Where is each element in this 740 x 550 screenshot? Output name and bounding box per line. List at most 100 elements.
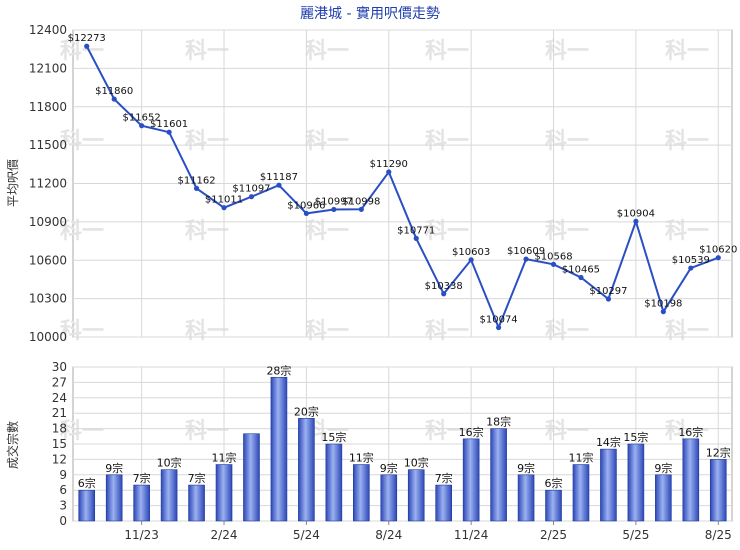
price-data-label: $10338	[425, 281, 463, 292]
watermark: 科一	[665, 219, 709, 244]
transaction-bar	[407, 469, 425, 522]
watermark: 科一	[60, 129, 104, 154]
watermark: 科一	[305, 219, 349, 244]
bar-data-label: 9宗	[654, 461, 672, 475]
bar-data-label: 14宗	[596, 435, 621, 449]
bar-y-tick-label: 21	[52, 406, 67, 420]
bar-data-label: 11宗	[349, 451, 374, 465]
price-point	[578, 274, 584, 281]
price-data-label: $10966	[287, 200, 325, 211]
bar-y-tick-label: 3	[59, 499, 67, 513]
price-data-label: $10465	[562, 265, 600, 276]
watermark: 科一	[665, 39, 709, 64]
bar-data-label: 10宗	[157, 456, 182, 470]
price-data-label: $11011	[205, 195, 243, 206]
price-data-label: $11290	[370, 159, 408, 170]
bar-y-tick-label: 12	[52, 452, 67, 466]
x-tick-label: 11/24	[454, 528, 489, 542]
transaction-bar	[545, 489, 562, 522]
bar-data-label: 15宗	[321, 430, 346, 444]
bar-data-label: 16宗	[678, 425, 703, 439]
price-data-label: $10603	[452, 247, 490, 258]
bar-data-label: 9宗	[380, 461, 398, 475]
watermark: 科一	[425, 319, 469, 344]
transaction-bar	[215, 464, 233, 522]
price-point	[331, 206, 337, 213]
bar-y-tick-label: 27	[52, 375, 67, 389]
price-point	[688, 265, 694, 271]
watermark: 科一	[425, 219, 469, 244]
transaction-bar	[160, 469, 178, 522]
x-tick-label: 5/25	[622, 528, 649, 542]
watermark: 科一	[545, 219, 589, 244]
watermark: 科一	[185, 39, 229, 64]
transaction-bar	[709, 459, 727, 522]
line-y-tick-label: 11800	[29, 100, 67, 114]
price-data-label: $10609	[507, 246, 545, 257]
price-point	[496, 324, 502, 331]
x-tick-label: 8/24	[375, 528, 402, 542]
bar-data-label: 7宗	[435, 471, 453, 485]
price-point	[166, 129, 172, 135]
watermark: 科一	[60, 39, 104, 64]
watermark: 科一	[545, 319, 589, 344]
price-point	[84, 43, 90, 49]
price-point	[715, 255, 721, 261]
price-data-label: $11162	[177, 175, 215, 186]
watermark: 科一	[185, 419, 229, 444]
price-data-label: $10997	[315, 196, 353, 207]
price-point	[605, 296, 612, 302]
transaction-bar	[380, 474, 398, 522]
bar-y-tick-label: 18	[52, 422, 67, 436]
price-point	[523, 256, 529, 262]
line-y-tick-label: 10300	[29, 292, 67, 306]
bar-data-label: 9宗	[105, 461, 123, 475]
watermark: 科一	[425, 419, 469, 444]
x-tick-label: 5/24	[293, 528, 320, 542]
watermark: 科一	[665, 319, 709, 344]
x-tick-label: 2/25	[540, 528, 567, 542]
transaction-bar	[105, 474, 123, 522]
bar-data-label: 16宗	[459, 425, 484, 439]
bar-y-tick-label: 9	[59, 468, 67, 482]
bar-data-label: 18宗	[486, 415, 511, 429]
transaction-bar	[298, 418, 315, 522]
bar-data-label: 9宗	[517, 461, 535, 475]
price-point	[221, 205, 227, 211]
price-point	[276, 182, 282, 188]
price-data-label: $11860	[95, 86, 133, 97]
bar-data-label: 28宗	[266, 363, 291, 377]
bar-y-tick-label: 24	[52, 391, 67, 405]
bar-data-label: 10宗	[404, 456, 429, 470]
transaction-bar	[490, 428, 507, 522]
price-data-label: $11601	[150, 119, 188, 130]
price-data-label: $10998	[342, 196, 380, 207]
watermark: 科一	[60, 319, 104, 344]
x-tick-label: 8/25	[705, 528, 732, 542]
transaction-bar	[682, 438, 700, 522]
watermark: 科一	[305, 39, 349, 64]
x-tick-label: 11/23	[124, 528, 159, 542]
bar-data-label: 6宗	[545, 476, 563, 490]
line-y-axis-label: 平均呎價	[6, 159, 20, 207]
price-point	[386, 169, 392, 175]
line-y-tick-label: 11200	[29, 177, 67, 191]
line-y-tick-label: 11500	[29, 138, 67, 152]
watermark: 科一	[60, 419, 104, 444]
price-data-label: $10904	[617, 208, 655, 219]
price-point	[111, 96, 117, 102]
line-y-tick-label: 10900	[29, 215, 67, 229]
price-point	[660, 309, 666, 315]
price-data-label: $11097	[232, 184, 270, 195]
price-point	[413, 235, 419, 241]
chart-title: 麗港城 - 實用呎價走勢	[300, 5, 440, 22]
watermark: 科一	[60, 219, 104, 244]
transaction-bar	[188, 484, 205, 522]
transaction-bar	[270, 376, 288, 522]
watermark: 科一	[665, 129, 709, 154]
transaction-bar	[572, 464, 590, 522]
transaction-bar	[78, 489, 96, 522]
price-point	[303, 210, 309, 217]
